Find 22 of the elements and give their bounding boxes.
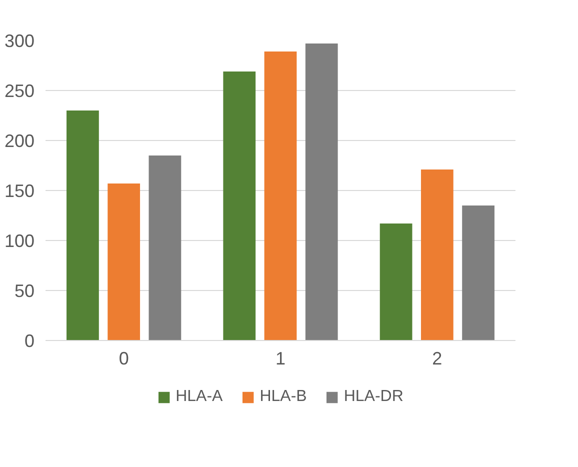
- bar: [66, 110, 99, 340]
- y-tick-label: 250: [4, 81, 35, 101]
- x-tick-label: 2: [432, 348, 442, 368]
- bar: [223, 72, 256, 340]
- y-tick-label: 200: [4, 131, 35, 151]
- legend-label: HLA-B: [260, 388, 307, 406]
- bar: [305, 44, 338, 340]
- bar: [148, 156, 182, 340]
- bar: [420, 170, 454, 340]
- bar: [108, 184, 140, 340]
- legend-label: HLA-DR: [344, 388, 404, 406]
- y-tick-label: 300: [4, 31, 35, 51]
- y-tick-label: 50: [14, 281, 35, 301]
- x-tick-label: 1: [275, 348, 286, 368]
- bar: [380, 224, 412, 340]
- legend-label: HLA-A: [176, 388, 223, 406]
- y-tick-label: 0: [24, 331, 35, 351]
- x-tick-label: 0: [118, 348, 129, 368]
- bar: [462, 206, 494, 340]
- y-tick-label: 150: [4, 181, 35, 201]
- y-tick-label: 100: [4, 231, 35, 251]
- bar: [264, 52, 297, 340]
